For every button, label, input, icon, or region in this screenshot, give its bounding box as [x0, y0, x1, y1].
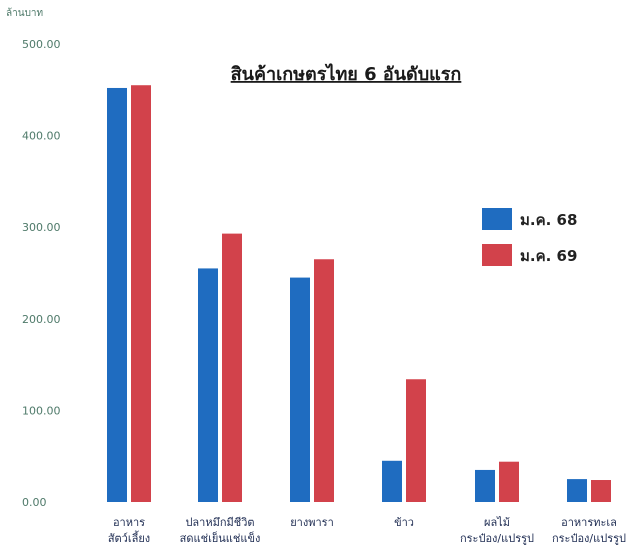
y-tick-label: 100.00	[22, 404, 61, 417]
legend-label: ม.ค. 69	[520, 247, 577, 265]
bar-series-1	[107, 87, 127, 502]
bar-series-2	[131, 85, 151, 502]
x-category-label: ผลไม้	[484, 516, 510, 529]
x-category-label: อาหารทะเล	[561, 516, 617, 529]
y-tick-label: 400.00	[22, 130, 61, 143]
x-category-label: อาหาร	[113, 516, 145, 529]
chart-title: สินค้าเกษตรไทย 6 อันดับแรก	[231, 63, 462, 85]
y-axis-ticks: 0.00 100.00 200.00 300.00 400.00 500.00	[22, 38, 61, 509]
bar-series-1	[198, 268, 218, 502]
legend-label: ม.ค. 68	[520, 211, 577, 229]
legend-swatch	[482, 244, 512, 266]
bar-series-1	[290, 277, 310, 502]
x-category-label: สดแช่เย็นแช่แข็ง	[180, 531, 261, 545]
bar-series-2	[314, 259, 334, 502]
x-category-label: กระป๋อง/แปรรูป	[460, 532, 534, 545]
y-tick-label: 200.00	[22, 313, 61, 326]
y-tick-label: 0.00	[22, 496, 47, 509]
bar-series-2	[499, 461, 519, 502]
x-category-label: ปลาหมึกมีชีวิต	[185, 516, 254, 529]
bar-series-2	[222, 233, 242, 502]
x-category-label: สัตว์เลี้ยง	[108, 530, 150, 545]
x-category-label: ข้าว	[394, 516, 414, 529]
bar-series-1	[567, 479, 587, 502]
legend-swatch	[482, 208, 512, 230]
y-tick-label: 300.00	[22, 221, 61, 234]
x-category-label: กระป๋อง/แปรรูป	[552, 532, 626, 545]
bar-series-1	[475, 469, 495, 502]
x-category-label: ยางพารา	[290, 516, 334, 529]
bar-series-2	[591, 480, 611, 502]
bars	[107, 85, 611, 502]
legend: ม.ค. 68 ม.ค. 69	[482, 208, 577, 266]
y-tick-label: 500.00	[22, 38, 61, 51]
y-axis-unit-label: ล้านบาท	[6, 7, 43, 19]
bar-series-2	[406, 379, 426, 502]
bar-series-1	[382, 460, 402, 502]
